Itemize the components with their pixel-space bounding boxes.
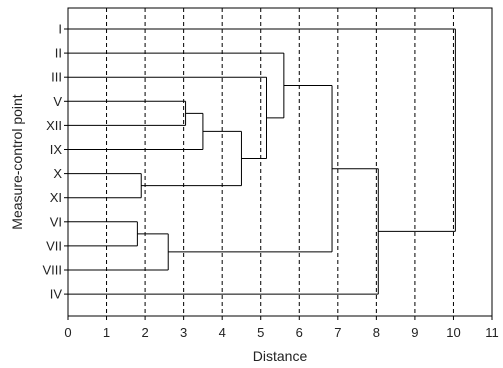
x-tick-label-1: 1 — [103, 325, 110, 340]
leaf-label-I: I — [58, 22, 62, 37]
x-tick-label-10: 10 — [446, 325, 460, 340]
x-tick-label-3: 3 — [180, 325, 187, 340]
x-tick-label-2: 2 — [141, 325, 148, 340]
plot-area — [67, 7, 493, 317]
grid-lines — [106, 8, 454, 316]
x-tick-label-4: 4 — [219, 325, 226, 340]
leaf-label-II: II — [55, 46, 62, 61]
dendrogram-links — [68, 28, 456, 295]
leaf-label-IX: IX — [50, 142, 63, 157]
leaf-label-III: III — [51, 70, 62, 85]
y-axis-title: Measure-control point — [9, 94, 25, 230]
leaf-label-VIII: VIII — [42, 263, 62, 278]
leaf-label-XII: XII — [46, 118, 62, 133]
leaf-label-VII: VII — [46, 238, 62, 253]
leaf-label-VI: VI — [50, 214, 62, 229]
leaf-label-XI: XI — [50, 190, 62, 205]
x-tick-label-8: 8 — [373, 325, 380, 340]
x-tick-label-11: 11 — [485, 325, 499, 340]
leaf-label-V: V — [53, 94, 62, 109]
x-tick-label-5: 5 — [257, 325, 264, 340]
leaf-label-X: X — [53, 166, 62, 181]
x-axis-title: Distance — [253, 348, 308, 364]
x-tick-label-0: 0 — [64, 325, 71, 340]
leaf-label-IV: IV — [50, 287, 63, 302]
x-tick-label-7: 7 — [334, 325, 341, 340]
x-tick-label-6: 6 — [296, 325, 303, 340]
x-tick-labels: 0 1 2 3 4 5 6 7 8 9 10 11 — [64, 316, 499, 340]
x-tick-label-9: 9 — [411, 325, 418, 340]
